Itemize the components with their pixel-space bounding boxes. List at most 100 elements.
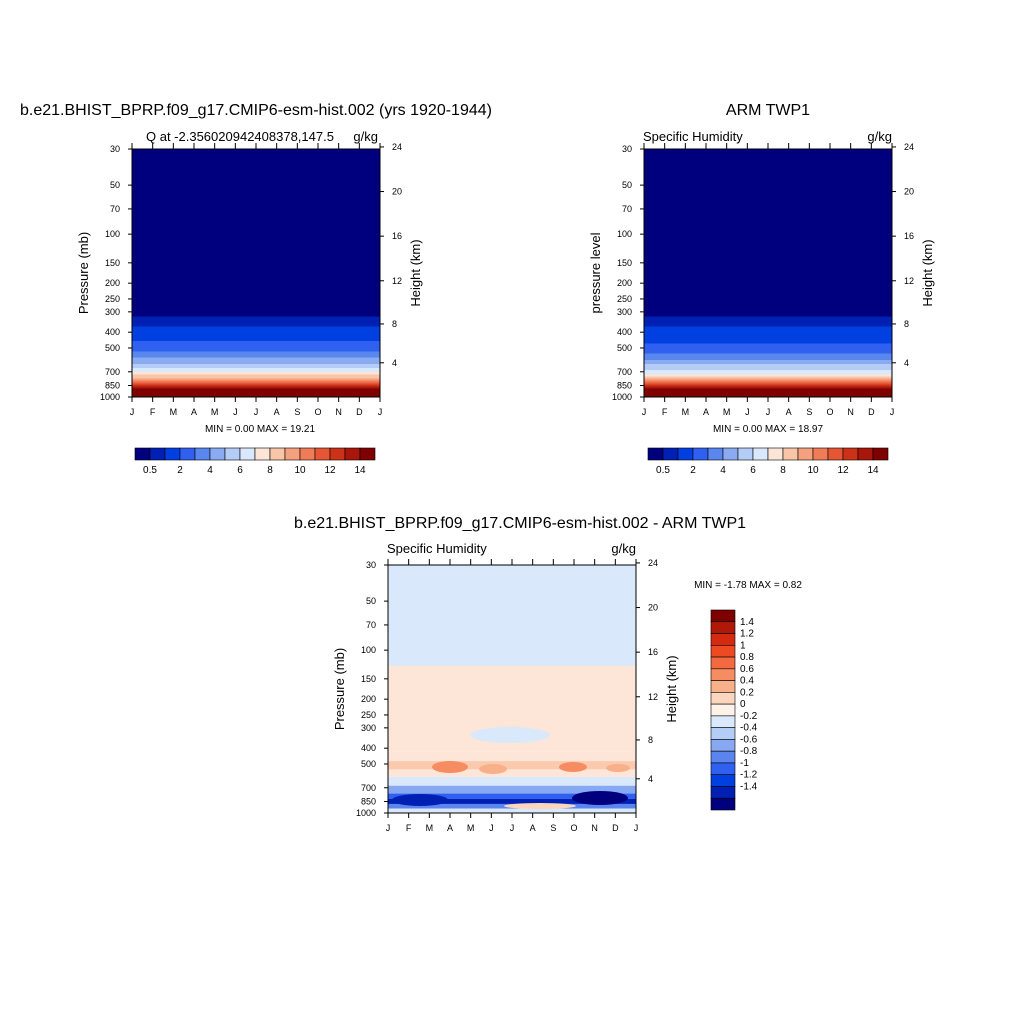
y-tick-label: 70 [622, 204, 632, 214]
colorbar-swatch [647, 447, 664, 461]
colorbar-label: 12 [837, 465, 849, 476]
colorbar-swatch [722, 447, 739, 461]
colorbar-swatch [344, 447, 361, 461]
colorbar-swatch [710, 644, 736, 658]
colorbar-label: 0.8 [740, 652, 754, 663]
colorbar-label: 0.6 [740, 664, 754, 675]
colorbar-swatch [209, 447, 226, 461]
y-tick-label: 70 [366, 620, 376, 630]
y-tick-label: 1000 [612, 392, 632, 402]
colorbar-swatch [710, 703, 736, 717]
diff-positive-blob [504, 803, 576, 809]
y-tick-label: 250 [617, 294, 632, 304]
x-tick-label: A [786, 407, 792, 417]
colorbar-label: 6 [750, 465, 756, 476]
colorbar-swatch [842, 447, 859, 461]
diff-negative-blob [572, 791, 628, 805]
y-tick-label: 50 [110, 180, 120, 190]
colorbar-swatch [857, 447, 874, 461]
panel-model-colorbar: 0.5 2 4 6 8 10 12 14 [134, 447, 376, 476]
height-tick-label: 20 [904, 187, 914, 197]
contour-band [388, 565, 636, 666]
panel-obs-ylabel: pressure level [588, 232, 603, 313]
colorbar-label: -0.8 [740, 746, 758, 757]
colorbar-label: 6 [237, 465, 243, 476]
colorbar-swatch [782, 447, 799, 461]
colorbar-swatch [314, 447, 331, 461]
colorbar-swatch [710, 739, 736, 752]
x-tick-label: M [682, 407, 690, 417]
colorbar-swatch [827, 447, 844, 461]
colorbar-swatch [710, 692, 736, 705]
contour-band [388, 793, 636, 799]
panel-diff-minmax: MIN = -1.78 MAX = 0.82 [694, 580, 802, 591]
colorbar-swatch [179, 447, 196, 461]
colorbar-label: 14 [354, 465, 366, 476]
panel-obs-height-ticks: 24 20 16 12 8 4 [892, 142, 914, 368]
colorbar-swatch [710, 786, 736, 799]
y-tick-label: 300 [361, 723, 376, 733]
panel-diff-subtitle-right: g/kg [611, 541, 636, 556]
panel-model-ylabel: Pressure (mb) [76, 232, 91, 314]
panel-model: b.e21.BHIST_BPRP.f09_g17.CMIP6-esm-hist.… [20, 102, 492, 476]
colorbar-label: -1 [740, 758, 749, 769]
panel-model-minmax: MIN = 0.00 MAX = 19.21 [205, 424, 315, 435]
colorbar-label: 2 [177, 465, 183, 476]
y-tick-label: 250 [361, 710, 376, 720]
y-tick-label: 30 [622, 144, 632, 154]
colorbar-label: -0.2 [740, 711, 758, 722]
panel-diff-contour-bands [388, 565, 636, 813]
contour-band [388, 798, 636, 804]
height-tick-label: 8 [648, 735, 653, 745]
height-tick-label: 12 [904, 276, 914, 286]
height-tick-label: 8 [392, 319, 397, 329]
x-tick-label: A [191, 407, 197, 417]
height-tick-label: 4 [904, 358, 909, 368]
x-tick-label: J [890, 407, 895, 417]
colorbar-swatch [752, 447, 769, 461]
y-tick-label: 300 [617, 307, 632, 317]
y-tick-label: 250 [105, 294, 120, 304]
panel-model-ylabel-right: Height (km) [408, 239, 423, 306]
height-tick-label: 24 [648, 558, 658, 568]
colorbar-swatch [710, 656, 736, 670]
height-tick-label: 16 [904, 231, 914, 241]
diff-negative-blob [470, 727, 550, 743]
colorbar-swatch [767, 447, 784, 461]
x-tick-label: J [634, 823, 639, 833]
x-tick-label: A [703, 407, 709, 417]
contour-band [388, 751, 636, 762]
colorbar-swatch [194, 447, 211, 461]
colorbar-label: 1.2 [740, 629, 754, 640]
height-tick-label: 20 [392, 187, 402, 197]
x-tick-label: O [826, 407, 833, 417]
x-tick-label: M [211, 407, 219, 417]
x-tick-label: S [806, 407, 812, 417]
height-tick-label: 8 [904, 319, 909, 329]
colorbar-label: -1.2 [740, 770, 758, 781]
colorbar-swatch [710, 668, 736, 681]
contour-band [388, 776, 636, 786]
y-tick-label: 400 [361, 743, 376, 753]
x-tick-label: S [550, 823, 556, 833]
height-tick-label: 20 [648, 603, 658, 613]
contour-band [388, 808, 636, 813]
y-tick-label: 850 [105, 381, 120, 391]
x-tick-label: O [314, 407, 321, 417]
colorbar-label: 8 [267, 465, 273, 476]
colorbar-swatch [710, 762, 736, 776]
colorbar-swatch [710, 797, 736, 811]
x-tick-label: F [406, 823, 412, 833]
x-tick-label: J [386, 823, 391, 833]
y-tick-label: 1000 [100, 392, 120, 402]
y-tick-label: 150 [617, 258, 632, 268]
colorbar-label: -1.4 [740, 781, 758, 792]
x-tick-label: N [591, 823, 598, 833]
panel-obs-colorbar: 0.5 2 4 6 8 10 12 14 [647, 447, 889, 476]
colorbar-swatch [737, 447, 754, 461]
height-tick-label: 12 [648, 692, 658, 702]
y-tick-label: 150 [105, 258, 120, 268]
y-tick-label: 50 [622, 180, 632, 190]
